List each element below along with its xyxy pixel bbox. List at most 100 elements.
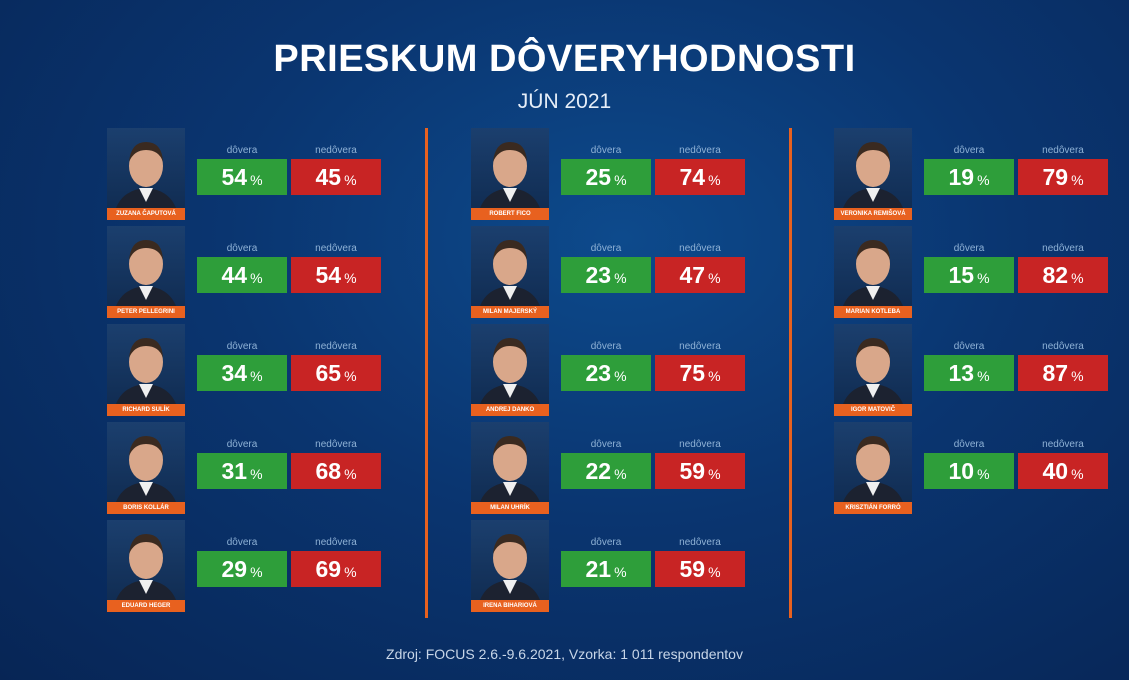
trust-value: 34 xyxy=(221,360,248,386)
trust-label: dôvera xyxy=(590,341,622,352)
distrust-value: 68 xyxy=(315,458,342,484)
distrust-value-box: 40% xyxy=(1018,453,1108,489)
portrait-photo xyxy=(107,226,185,318)
distrust-value: 59 xyxy=(679,556,706,582)
trust-percent-sign: % xyxy=(250,270,263,286)
distrust-label: nedôvera xyxy=(315,145,357,156)
distrust-label: nedôvera xyxy=(679,145,721,156)
trust-value-box: 54% xyxy=(197,159,287,195)
trust-value-box: 23% xyxy=(561,257,651,293)
distrust-percent-sign: % xyxy=(344,466,357,482)
trust-percent-sign: % xyxy=(250,172,263,188)
person-card: VERONIKA REMIŠOVÁ dôvera nedôvera 19% 79% xyxy=(834,128,1114,226)
trust-percent-sign: % xyxy=(250,466,263,482)
trust-value-box: 29% xyxy=(197,551,287,587)
trust-percent-sign: % xyxy=(614,172,627,188)
page-subtitle: JÚN 2021 xyxy=(517,90,612,113)
person-card: BORIS KOLLÁR dôvera nedôvera 31% 68% xyxy=(107,422,387,520)
trust-value-box: 34% xyxy=(197,355,287,391)
person-card: PETER PELLEGRINI dôvera nedôvera 44% 54% xyxy=(107,226,387,324)
person-card: RICHARD SULÍK dôvera nedôvera 34% 65% xyxy=(107,324,387,422)
distrust-value-box: 74% xyxy=(655,159,745,195)
trust-value: 44 xyxy=(221,262,248,288)
person-name: BORIS KOLLÁR xyxy=(107,502,185,514)
trust-value-box: 21% xyxy=(561,551,651,587)
person-name: IRENA BIHARIOVÁ xyxy=(471,600,549,612)
person-card: ANDREJ DANKO dôvera nedôvera 23% 75% xyxy=(471,324,751,422)
distrust-value: 54 xyxy=(315,262,342,288)
trust-value-box: 19% xyxy=(924,159,1014,195)
person-card: IGOR MATOVIČ dôvera nedôvera 13% 87% xyxy=(834,324,1114,422)
person-name: ANDREJ DANKO xyxy=(471,404,549,416)
trust-label: dôvera xyxy=(590,243,622,254)
distrust-percent-sign: % xyxy=(344,564,357,580)
distrust-value-box: 82% xyxy=(1018,257,1108,293)
trust-label: dôvera xyxy=(226,341,258,352)
trust-label: dôvera xyxy=(590,537,622,548)
trust-label: dôvera xyxy=(953,243,985,254)
distrust-value: 47 xyxy=(679,262,706,288)
trust-percent-sign: % xyxy=(977,172,990,188)
distrust-percent-sign: % xyxy=(344,368,357,384)
person-name: ROBERT FICO xyxy=(471,208,549,220)
distrust-value-box: 68% xyxy=(291,453,381,489)
person-card: MILAN UHRÍK dôvera nedôvera 22% 59% xyxy=(471,422,751,520)
portrait-photo xyxy=(471,128,549,220)
portrait-photo xyxy=(107,128,185,220)
column-2: ROBERT FICO dôvera nedôvera 25% 74% MILAN MAJ… xyxy=(471,128,751,618)
distrust-percent-sign: % xyxy=(708,368,721,384)
trust-value-box: 31% xyxy=(197,453,287,489)
portrait-photo xyxy=(107,520,185,612)
person-name: VERONIKA REMIŠOVÁ xyxy=(834,208,912,220)
person-card: ZUZANA ČAPUTOVÁ dôvera nedôvera 54% 45% xyxy=(107,128,387,226)
distrust-value-box: 87% xyxy=(1018,355,1108,391)
trust-label: dôvera xyxy=(590,439,622,450)
distrust-label: nedôvera xyxy=(315,537,357,548)
person-card: KRISZTIÁN FORRÓ dôvera nedôvera 10% 40% xyxy=(834,422,1114,520)
column-divider-2 xyxy=(789,128,792,618)
trust-percent-sign: % xyxy=(250,368,263,384)
trust-value-box: 15% xyxy=(924,257,1014,293)
distrust-value-box: 69% xyxy=(291,551,381,587)
distrust-percent-sign: % xyxy=(1071,466,1084,482)
column-3: VERONIKA REMIŠOVÁ dôvera nedôvera 19% 79% MAR… xyxy=(834,128,1114,520)
person-name: RICHARD SULÍK xyxy=(107,404,185,416)
distrust-label: nedôvera xyxy=(679,243,721,254)
distrust-label: nedôvera xyxy=(315,439,357,450)
portrait-photo xyxy=(107,324,185,416)
distrust-value: 65 xyxy=(315,360,342,386)
trust-value: 22 xyxy=(585,458,612,484)
person-name: EDUARD HEGER xyxy=(107,600,185,612)
trust-value: 31 xyxy=(221,458,248,484)
distrust-value: 59 xyxy=(679,458,706,484)
distrust-percent-sign: % xyxy=(708,270,721,286)
trust-percent-sign: % xyxy=(977,270,990,286)
person-name: IGOR MATOVIČ xyxy=(834,404,912,416)
trust-label: dôvera xyxy=(226,537,258,548)
distrust-value: 82 xyxy=(1042,262,1069,288)
distrust-label: nedôvera xyxy=(1042,341,1084,352)
person-name: MILAN UHRÍK xyxy=(471,502,549,514)
distrust-value: 69 xyxy=(315,556,342,582)
column-divider-1 xyxy=(425,128,428,618)
trust-label: dôvera xyxy=(226,145,258,156)
trust-value-box: 22% xyxy=(561,453,651,489)
distrust-value: 75 xyxy=(679,360,706,386)
distrust-percent-sign: % xyxy=(344,270,357,286)
portrait-photo xyxy=(834,422,912,514)
trust-value-box: 10% xyxy=(924,453,1014,489)
distrust-percent-sign: % xyxy=(1071,172,1084,188)
trust-value: 23 xyxy=(585,262,612,288)
trust-value-box: 25% xyxy=(561,159,651,195)
portrait-photo xyxy=(471,422,549,514)
distrust-percent-sign: % xyxy=(708,466,721,482)
trust-value-box: 23% xyxy=(561,355,651,391)
trust-value: 23 xyxy=(585,360,612,386)
distrust-percent-sign: % xyxy=(708,564,721,580)
trust-label: dôvera xyxy=(953,439,985,450)
trust-label: dôvera xyxy=(953,145,985,156)
trust-value-box: 13% xyxy=(924,355,1014,391)
distrust-label: nedôvera xyxy=(1042,145,1084,156)
distrust-value-box: 47% xyxy=(655,257,745,293)
trust-percent-sign: % xyxy=(614,368,627,384)
